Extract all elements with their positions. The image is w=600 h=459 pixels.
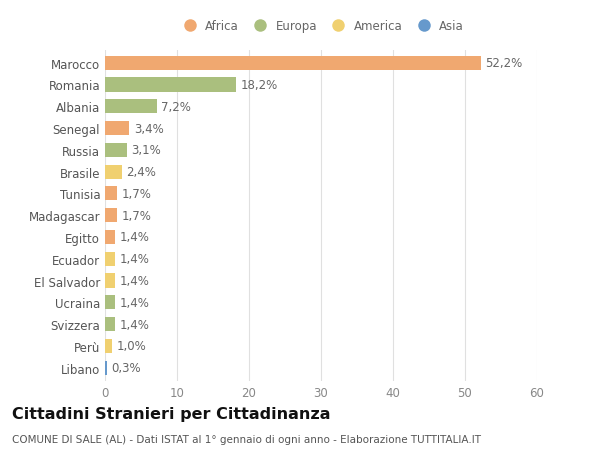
Text: COMUNE DI SALE (AL) - Dati ISTAT al 1° gennaio di ogni anno - Elaborazione TUTTI: COMUNE DI SALE (AL) - Dati ISTAT al 1° g… xyxy=(12,434,481,444)
Bar xyxy=(105,317,115,331)
Bar xyxy=(105,122,130,136)
Bar xyxy=(105,361,107,375)
Text: Cittadini Stranieri per Cittadinanza: Cittadini Stranieri per Cittadinanza xyxy=(12,406,331,421)
Text: 1,7%: 1,7% xyxy=(122,209,151,222)
Text: 52,2%: 52,2% xyxy=(485,57,523,70)
Bar xyxy=(105,78,236,92)
Bar xyxy=(105,100,157,114)
Text: 1,0%: 1,0% xyxy=(116,340,146,353)
Text: 2,4%: 2,4% xyxy=(127,166,157,179)
Legend: Africa, Europa, America, Asia: Africa, Europa, America, Asia xyxy=(173,16,469,38)
Bar xyxy=(105,230,115,245)
Text: 1,4%: 1,4% xyxy=(119,253,149,266)
Text: 1,4%: 1,4% xyxy=(119,318,149,331)
Text: 1,4%: 1,4% xyxy=(119,274,149,287)
Text: 1,4%: 1,4% xyxy=(119,296,149,309)
Bar xyxy=(105,252,115,266)
Text: 18,2%: 18,2% xyxy=(241,79,278,92)
Bar xyxy=(105,187,117,201)
Text: 1,7%: 1,7% xyxy=(122,188,151,201)
Bar xyxy=(105,296,115,310)
Text: 1,4%: 1,4% xyxy=(119,231,149,244)
Bar xyxy=(105,339,112,353)
Bar xyxy=(105,274,115,288)
Bar xyxy=(105,165,122,179)
Text: 3,4%: 3,4% xyxy=(134,122,164,135)
Text: 3,1%: 3,1% xyxy=(131,144,161,157)
Bar xyxy=(105,209,117,223)
Bar xyxy=(105,143,127,157)
Text: 7,2%: 7,2% xyxy=(161,101,191,113)
Text: 0,3%: 0,3% xyxy=(112,361,141,375)
Bar xyxy=(105,56,481,71)
